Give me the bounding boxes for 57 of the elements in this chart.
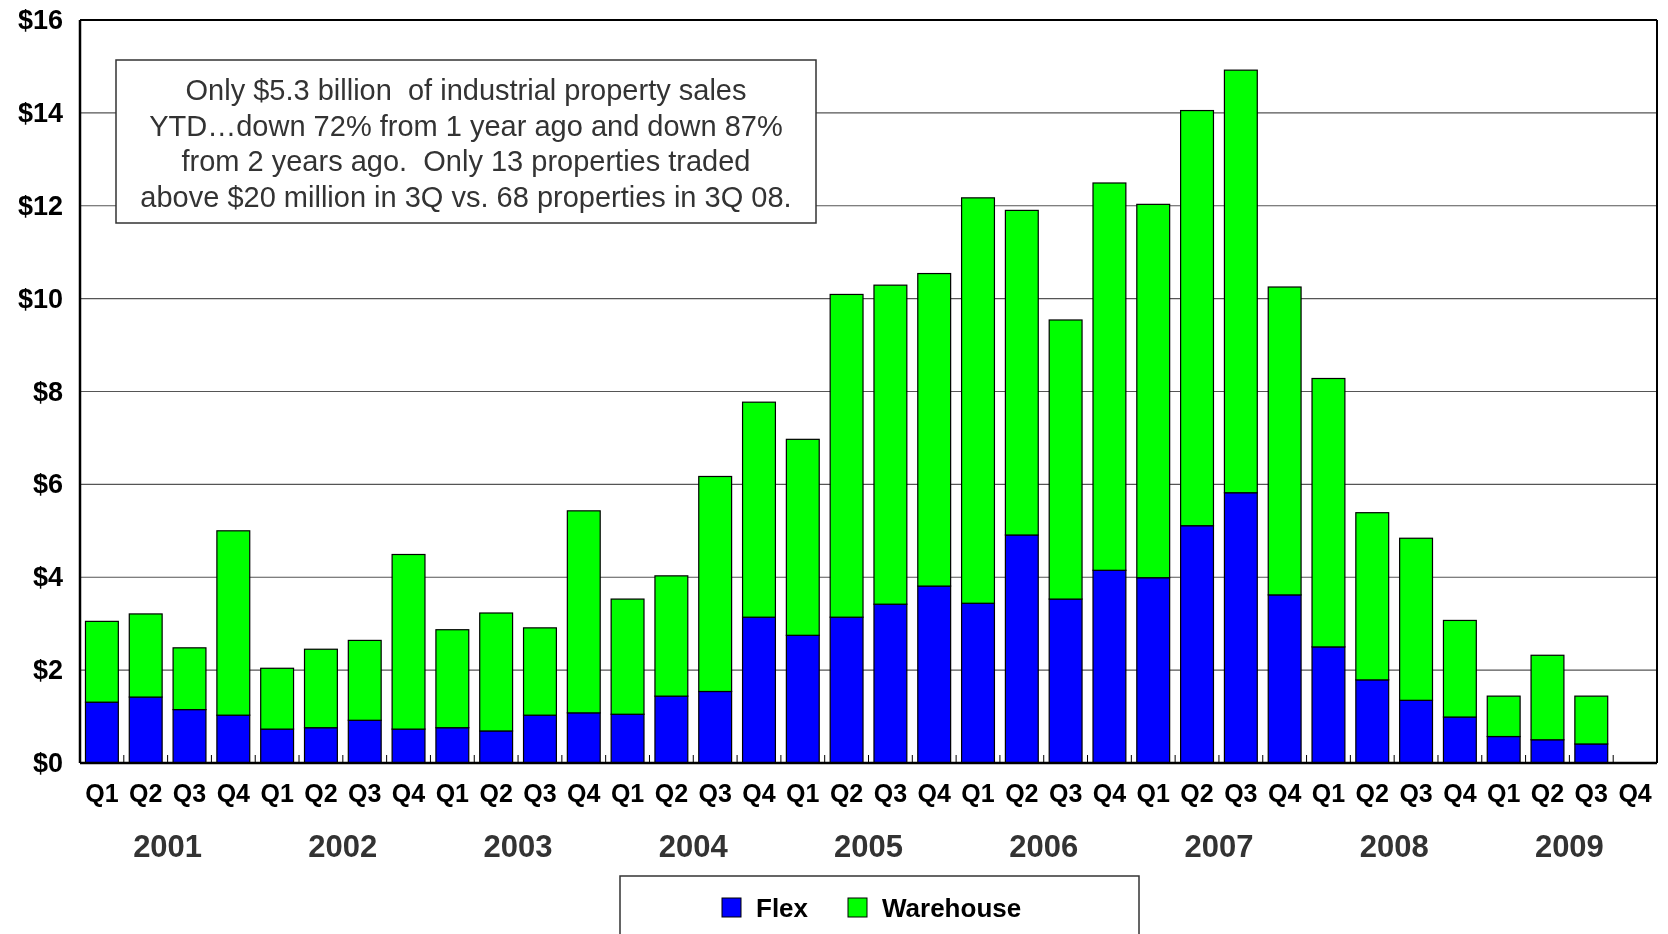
- y-tick-label: $10: [17, 283, 63, 314]
- x-tick-label: Q2: [129, 779, 163, 807]
- annotation: Only $5.3 billion of industrial property sales YTD…down 72% from 1 year ago and down 87% from 2 years ago. Only 13 properties traded above $20 million in 3Q vs. 68 properties in 3Q 08.: [140, 74, 792, 213]
- x-tick-label: Q2: [1005, 779, 1039, 807]
- x-tick-label: Q2: [1530, 779, 1565, 807]
- x-tick-label: Q2: [654, 779, 689, 807]
- text: 2003: [483, 828, 553, 864]
- x-tick-label: Q3: [348, 779, 382, 807]
- x-tick-label: Q1: [610, 779, 645, 807]
- x-tick-label: Q4: [216, 779, 251, 807]
- x-tick-label: Q4: [1092, 779, 1127, 807]
- x-tick-label: Q2: [829, 779, 864, 807]
- x-tick-label: Q2: [479, 779, 513, 807]
- y-tick-label: $2: [32, 655, 63, 686]
- text: 2004: [658, 828, 729, 864]
- text: 2008: [1359, 828, 1429, 864]
- x-tick-label: Q3: [523, 779, 557, 807]
- x-tick-label: Q2: [1355, 779, 1389, 807]
- y-tick-label: $12: [17, 190, 63, 221]
- x-tick-label: Q1: [1311, 779, 1346, 807]
- x-tick-label: Q2: [1180, 779, 1214, 807]
- y-tick-label: $14: [17, 97, 63, 128]
- x-tick-label: Q2: [304, 779, 338, 807]
- x-tick-label: Q3: [873, 779, 908, 807]
- x-tick-label: Q1: [786, 779, 820, 807]
- x-tick-label: Q1: [85, 779, 119, 807]
- text: 2006: [1009, 828, 1079, 864]
- text: 2005: [834, 828, 903, 864]
- x-tick-label: Q4: [917, 779, 951, 807]
- x-tick-label: Q4: [391, 779, 426, 807]
- legend-label: Warehouse: [882, 893, 1022, 923]
- x-tick-label: Q3: [172, 779, 207, 807]
- x-tick-label: Q4: [1618, 779, 1652, 807]
- text: 2001: [133, 828, 203, 864]
- text: 2007: [1184, 828, 1254, 864]
- x-tick-label: Q1: [260, 779, 294, 807]
- x-tick-label: Q3: [1574, 779, 1608, 807]
- text: 2002: [308, 828, 378, 864]
- y-tick-label: $16: [17, 5, 63, 35]
- x-tick-label: Q1: [961, 779, 995, 807]
- x-tick-label: Q1: [435, 779, 470, 807]
- x-tick-label: Q1: [1487, 779, 1521, 807]
- x-tick-label: Q4: [1267, 779, 1302, 807]
- y-tick-label: $0: [32, 748, 63, 778]
- x-tick-label: Q1: [1136, 779, 1170, 807]
- y-tick-label: $8: [32, 376, 63, 407]
- x-tick-label: Q4: [1443, 779, 1477, 807]
- legend-label: Flex: [756, 893, 809, 923]
- x-tick-label: Q3: [1399, 779, 1433, 807]
- x-tick-label: Q4: [567, 779, 601, 807]
- text: 2009: [1534, 828, 1604, 864]
- x-tick-label: Q3: [1224, 779, 1258, 807]
- y-tick-label: $6: [32, 469, 63, 500]
- x-tick-label: Q3: [698, 779, 732, 807]
- x-tick-label: Q3: [1048, 779, 1083, 807]
- x-tick-label: Q4: [742, 779, 776, 807]
- y-tick-label: $4: [32, 562, 63, 593]
